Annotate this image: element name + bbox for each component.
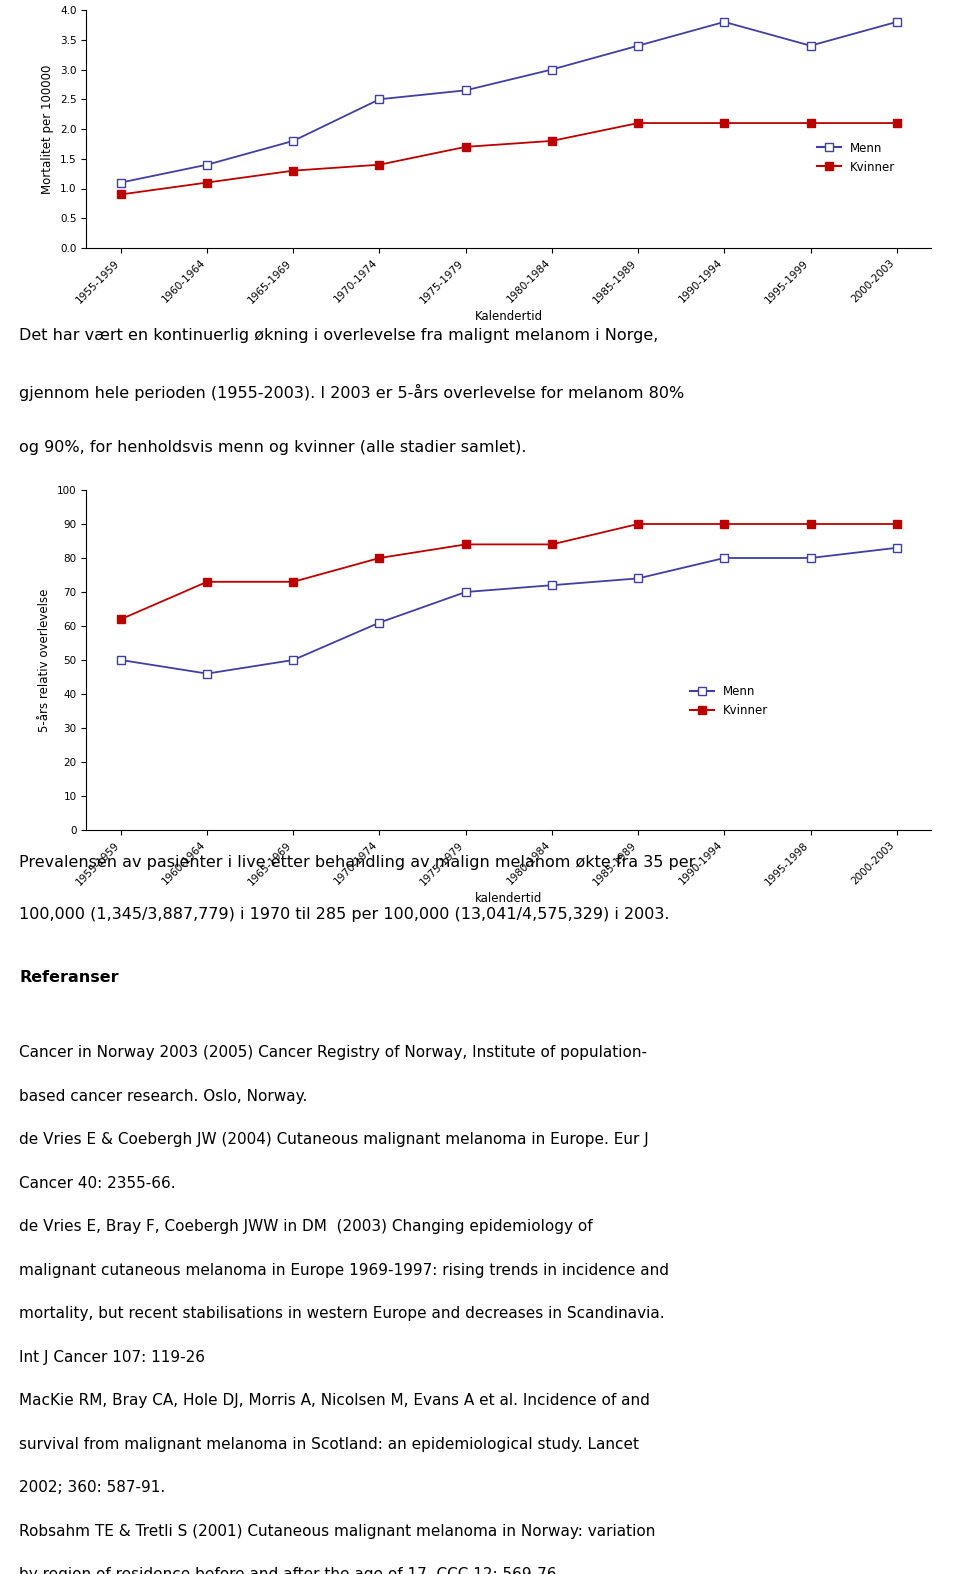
Legend: Menn, Kvinner: Menn, Kvinner [685, 680, 773, 721]
Text: Cancer in Norway 2003 (2005) Cancer Registry of Norway, Institute of population-: Cancer in Norway 2003 (2005) Cancer Regi… [19, 1045, 647, 1061]
Text: og 90%, for henholdsvis menn og kvinner (alle stadier samlet).: og 90%, for henholdsvis menn og kvinner … [19, 441, 527, 455]
Text: by region of residence before and after the age of 17. CCC 12: 569-76.: by region of residence before and after … [19, 1568, 562, 1574]
Text: Cancer 40: 2355-66.: Cancer 40: 2355-66. [19, 1176, 176, 1192]
Text: Int J Cancer 107: 119-26: Int J Cancer 107: 119-26 [19, 1350, 205, 1365]
Text: de Vries E & Coebergh JW (2004) Cutaneous malignant melanoma in Europe. Eur J: de Vries E & Coebergh JW (2004) Cutaneou… [19, 1132, 649, 1147]
Text: Prevalensen av pasienter i live etter behandling av malign melanom økte fra 35 p: Prevalensen av pasienter i live etter be… [19, 855, 696, 870]
Text: survival from malignant melanoma in Scotland: an epidemiological study. Lancet: survival from malignant melanoma in Scot… [19, 1437, 639, 1451]
Text: gjennom hele perioden (1955-2003). I 2003 er 5-års overlevelse for melanom 80%: gjennom hele perioden (1955-2003). I 200… [19, 384, 684, 401]
X-axis label: Kalendertid: Kalendertid [475, 310, 542, 324]
Text: malignant cutaneous melanoma in Europe 1969-1997: rising trends in incidence and: malignant cutaneous melanoma in Europe 1… [19, 1262, 669, 1278]
Text: Det har vært en kontinuerlig økning i overlevelse fra malignt melanom i Norge,: Det har vært en kontinuerlig økning i ov… [19, 327, 659, 343]
Y-axis label: 5-års relativ overlevelse: 5-års relativ overlevelse [38, 589, 52, 732]
Text: 100,000 (1,345/3,887,779) i 1970 til 285 per 100,000 (13,041/4,575,329) i 2003.: 100,000 (1,345/3,887,779) i 1970 til 285… [19, 907, 670, 922]
Y-axis label: Mortalitet per 100000: Mortalitet per 100000 [41, 65, 55, 194]
Text: MacKie RM, Bray CA, Hole DJ, Morris A, Nicolsen M, Evans A et al. Incidence of a: MacKie RM, Bray CA, Hole DJ, Morris A, N… [19, 1393, 650, 1409]
Text: Robsahm TE & Tretli S (2001) Cutaneous malignant melanoma in Norway: variation: Robsahm TE & Tretli S (2001) Cutaneous m… [19, 1524, 656, 1539]
Legend: Menn, Kvinner: Menn, Kvinner [812, 137, 900, 178]
Text: Referanser: Referanser [19, 970, 119, 985]
X-axis label: kalendertid: kalendertid [475, 892, 542, 905]
Text: 2002; 360: 587-91.: 2002; 360: 587-91. [19, 1481, 165, 1495]
Text: de Vries E, Bray F, Coebergh JWW in DM  (2003) Changing epidemiology of: de Vries E, Bray F, Coebergh JWW in DM (… [19, 1220, 593, 1234]
Text: based cancer research. Oslo, Norway.: based cancer research. Oslo, Norway. [19, 1089, 307, 1103]
Text: mortality, but recent stabilisations in western Europe and decreases in Scandina: mortality, but recent stabilisations in … [19, 1306, 665, 1322]
